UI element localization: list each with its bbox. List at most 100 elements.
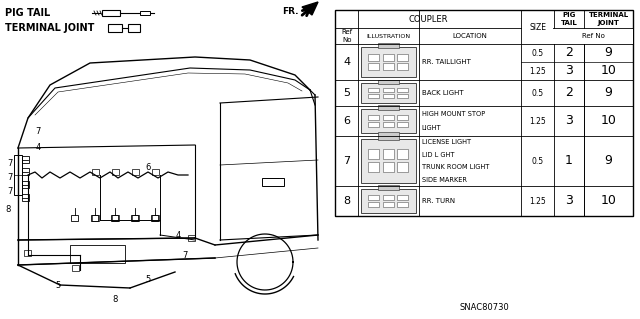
Bar xyxy=(188,235,195,241)
Text: 5: 5 xyxy=(56,280,61,290)
Text: Ref No: Ref No xyxy=(582,33,605,39)
Bar xyxy=(335,10,633,216)
Bar xyxy=(397,202,408,207)
Text: 5: 5 xyxy=(343,88,350,98)
Bar xyxy=(262,178,284,186)
Bar xyxy=(397,54,408,61)
Bar xyxy=(383,63,394,70)
Text: 0.5: 0.5 xyxy=(531,88,543,98)
Text: LOCATION: LOCATION xyxy=(452,33,488,39)
Text: 7: 7 xyxy=(343,156,350,166)
Bar xyxy=(383,115,394,120)
Bar xyxy=(362,109,416,133)
Bar xyxy=(368,202,379,207)
Text: TERMINAL
JOINT: TERMINAL JOINT xyxy=(589,12,628,26)
Bar xyxy=(72,265,79,271)
Text: 7: 7 xyxy=(7,159,13,167)
Bar xyxy=(112,215,119,221)
Text: PIG TAIL: PIG TAIL xyxy=(5,8,51,18)
Text: SIDE MARKER: SIDE MARKER xyxy=(422,177,467,183)
Bar xyxy=(368,195,379,200)
Bar xyxy=(128,24,140,32)
Text: 0.5: 0.5 xyxy=(531,157,543,166)
Bar xyxy=(383,93,394,98)
Text: 10: 10 xyxy=(600,64,616,78)
Text: FR.: FR. xyxy=(282,8,298,17)
Bar xyxy=(108,24,122,32)
Text: 5: 5 xyxy=(145,276,150,285)
Bar xyxy=(368,54,379,61)
Bar xyxy=(383,162,394,172)
Bar xyxy=(383,149,394,159)
Bar xyxy=(397,93,408,98)
Text: 9: 9 xyxy=(605,154,612,167)
Bar xyxy=(368,162,379,172)
Bar xyxy=(22,194,29,201)
Bar xyxy=(378,185,399,190)
Bar xyxy=(397,88,408,92)
Bar xyxy=(397,162,408,172)
Text: 3: 3 xyxy=(565,64,573,78)
Text: TERMINAL JOINT: TERMINAL JOINT xyxy=(5,23,94,33)
Bar xyxy=(368,115,379,120)
Bar xyxy=(132,215,139,221)
Bar xyxy=(368,88,379,92)
Bar xyxy=(22,156,29,163)
Text: SIZE: SIZE xyxy=(529,23,546,32)
Bar xyxy=(91,215,98,221)
Bar xyxy=(378,80,399,84)
Bar xyxy=(151,215,158,221)
Text: HIGH MOUNT STOP: HIGH MOUNT STOP xyxy=(422,110,485,116)
Bar xyxy=(70,245,125,263)
Bar xyxy=(362,83,416,103)
Bar xyxy=(383,88,394,92)
Text: 8: 8 xyxy=(112,295,118,305)
Bar xyxy=(378,42,399,48)
Text: 4: 4 xyxy=(175,231,180,240)
Text: RR. TAILLIGHT: RR. TAILLIGHT xyxy=(422,59,470,65)
Text: 1: 1 xyxy=(565,154,573,167)
Bar xyxy=(24,250,31,256)
Text: 9: 9 xyxy=(605,47,612,60)
Bar xyxy=(378,105,399,110)
Bar xyxy=(397,63,408,70)
Bar xyxy=(522,27,554,44)
Bar xyxy=(111,215,118,221)
Bar xyxy=(368,63,379,70)
Text: 8: 8 xyxy=(343,196,350,206)
Bar xyxy=(368,93,379,98)
Bar xyxy=(397,122,408,127)
Bar xyxy=(140,11,150,15)
Bar xyxy=(92,169,99,175)
Bar xyxy=(132,169,139,175)
Text: 7: 7 xyxy=(182,250,188,259)
Bar xyxy=(383,54,394,61)
Text: 7: 7 xyxy=(7,173,13,182)
Text: 10: 10 xyxy=(600,195,616,207)
Text: 10: 10 xyxy=(600,115,616,128)
Bar xyxy=(383,202,394,207)
Bar xyxy=(71,215,78,221)
Text: 6: 6 xyxy=(343,116,350,126)
Text: 3: 3 xyxy=(565,115,573,128)
Text: 1.25: 1.25 xyxy=(529,197,546,205)
Text: BACK LIGHT: BACK LIGHT xyxy=(422,90,463,96)
Text: 7: 7 xyxy=(7,187,13,196)
Text: 8: 8 xyxy=(5,205,11,214)
Bar xyxy=(152,215,159,221)
Text: 0.5: 0.5 xyxy=(531,48,543,57)
Text: 6: 6 xyxy=(145,164,150,173)
Text: 9: 9 xyxy=(605,86,612,100)
Bar xyxy=(397,149,408,159)
Text: LICENSE LIGHT: LICENSE LIGHT xyxy=(422,139,471,145)
Bar xyxy=(397,195,408,200)
Bar xyxy=(554,28,632,43)
Bar xyxy=(92,215,99,221)
Text: 1.25: 1.25 xyxy=(529,66,546,76)
Text: 3: 3 xyxy=(565,195,573,207)
Text: TRUNK ROOM LIGHT: TRUNK ROOM LIGHT xyxy=(422,164,489,170)
Bar xyxy=(397,115,408,120)
Bar xyxy=(131,215,138,221)
Bar xyxy=(368,149,379,159)
Bar xyxy=(368,122,379,127)
